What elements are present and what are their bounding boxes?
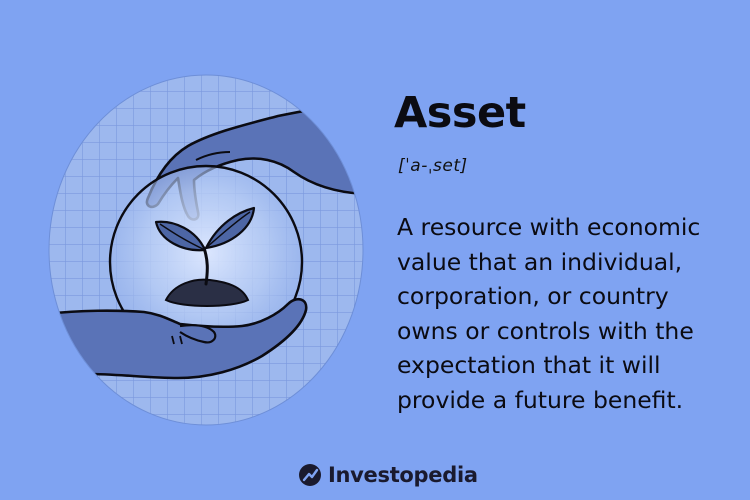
investopedia-logo-icon: [299, 464, 321, 486]
brand-logo-lockup: Investopedia: [298, 463, 478, 487]
hands-sprout-illustration: [48, 74, 364, 426]
term-title: Asset: [394, 88, 526, 138]
pronunciation: [ˈa-ˌset]: [398, 156, 468, 176]
definition-text: A resource with economic value that an i…: [397, 213, 701, 414]
brand-name: Investopedia: [328, 463, 478, 487]
